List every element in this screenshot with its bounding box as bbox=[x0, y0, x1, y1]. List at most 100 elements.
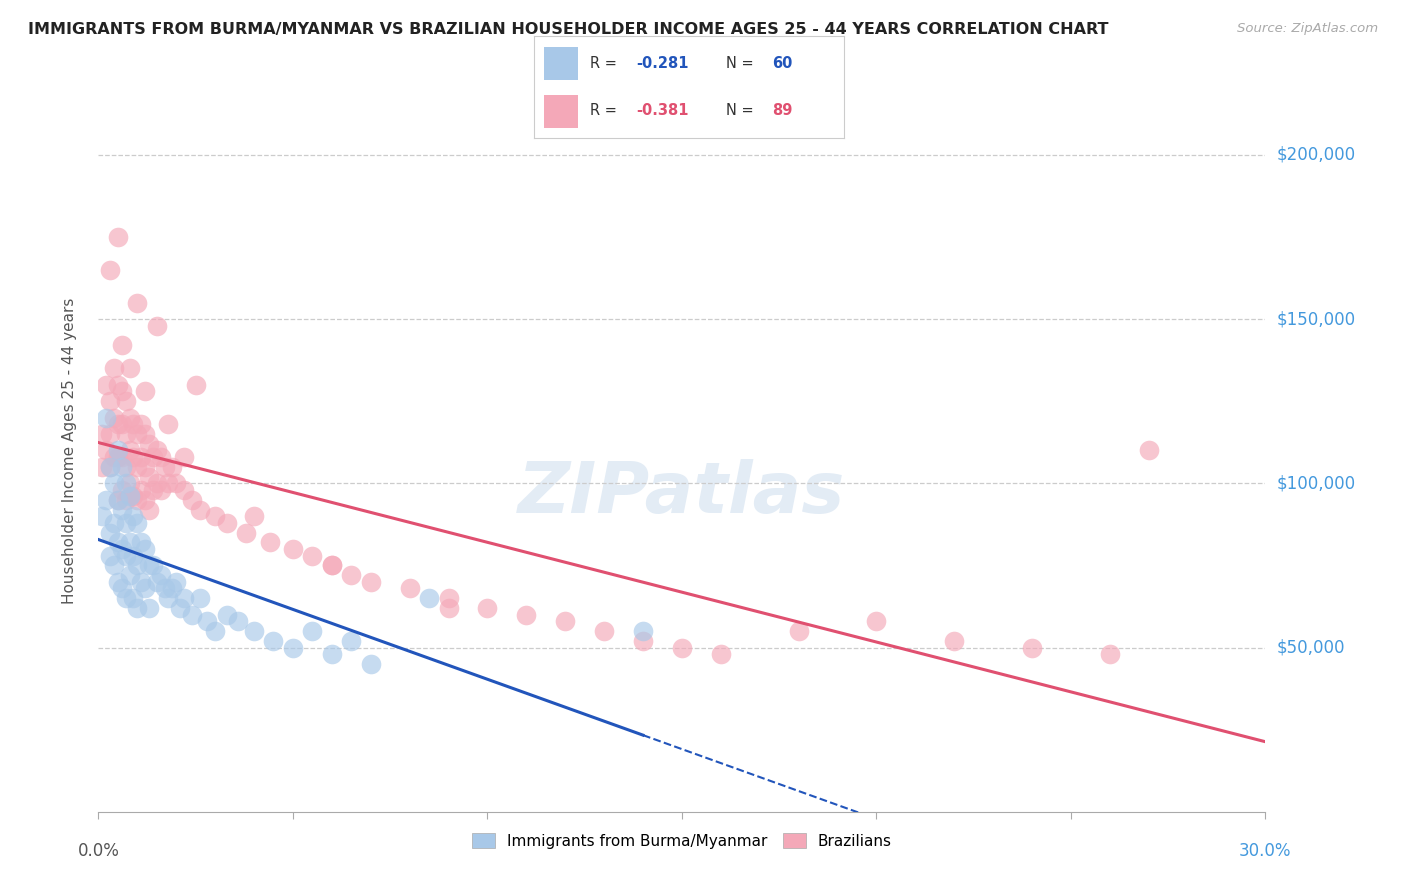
Text: -0.381: -0.381 bbox=[637, 103, 689, 118]
Point bbox=[129, 450, 152, 464]
Point bbox=[107, 492, 129, 507]
Point bbox=[138, 601, 160, 615]
Point bbox=[111, 502, 134, 516]
Point bbox=[111, 459, 134, 474]
Point bbox=[173, 483, 195, 497]
Text: -0.281: -0.281 bbox=[637, 56, 689, 70]
Point bbox=[114, 427, 136, 442]
Point bbox=[111, 417, 134, 432]
Point bbox=[122, 450, 145, 464]
Point bbox=[127, 601, 149, 615]
Point bbox=[204, 509, 226, 524]
Text: $200,000: $200,000 bbox=[1277, 146, 1355, 164]
Point bbox=[98, 427, 121, 442]
Text: $100,000: $100,000 bbox=[1277, 475, 1355, 492]
Legend: Immigrants from Burma/Myanmar, Brazilians: Immigrants from Burma/Myanmar, Brazilian… bbox=[465, 827, 898, 855]
Point bbox=[134, 427, 156, 442]
Point bbox=[157, 476, 180, 491]
Point bbox=[340, 634, 363, 648]
Point bbox=[281, 541, 304, 556]
Point bbox=[262, 634, 284, 648]
Point bbox=[631, 624, 654, 639]
Point bbox=[165, 574, 187, 589]
Point bbox=[1137, 443, 1160, 458]
Point bbox=[437, 591, 460, 606]
Point bbox=[418, 591, 440, 606]
Point bbox=[162, 582, 184, 596]
Point bbox=[111, 541, 134, 556]
Point bbox=[138, 469, 160, 483]
Point bbox=[671, 640, 693, 655]
Point bbox=[96, 410, 118, 425]
Point bbox=[134, 582, 156, 596]
Point bbox=[138, 558, 160, 573]
Point bbox=[107, 492, 129, 507]
Point bbox=[142, 558, 165, 573]
FancyBboxPatch shape bbox=[544, 47, 578, 79]
Point bbox=[554, 614, 576, 628]
Text: 0.0%: 0.0% bbox=[77, 842, 120, 860]
Point bbox=[153, 582, 176, 596]
Point bbox=[118, 490, 141, 504]
FancyBboxPatch shape bbox=[544, 95, 578, 128]
Point bbox=[96, 492, 118, 507]
Point bbox=[398, 582, 420, 596]
Point bbox=[1021, 640, 1043, 655]
Point bbox=[107, 443, 129, 458]
Point bbox=[127, 558, 149, 573]
Point bbox=[103, 361, 125, 376]
Point bbox=[215, 607, 238, 622]
Point bbox=[114, 516, 136, 530]
Point bbox=[340, 568, 363, 582]
Point bbox=[122, 591, 145, 606]
Point bbox=[98, 459, 121, 474]
Point bbox=[157, 417, 180, 432]
Point bbox=[173, 591, 195, 606]
Point bbox=[173, 450, 195, 464]
Point bbox=[631, 634, 654, 648]
Point bbox=[111, 450, 134, 464]
Point bbox=[127, 516, 149, 530]
Point bbox=[865, 614, 887, 628]
Point bbox=[134, 492, 156, 507]
Point bbox=[146, 443, 169, 458]
Point bbox=[259, 535, 281, 549]
Point bbox=[149, 568, 172, 582]
Point bbox=[114, 549, 136, 563]
Point bbox=[593, 624, 616, 639]
Point bbox=[103, 410, 125, 425]
Point bbox=[127, 295, 149, 310]
Point bbox=[787, 624, 810, 639]
Point bbox=[321, 558, 343, 573]
Point bbox=[111, 483, 134, 497]
Point bbox=[118, 535, 141, 549]
Point bbox=[107, 417, 129, 432]
Point bbox=[129, 417, 152, 432]
Point bbox=[103, 516, 125, 530]
Point bbox=[188, 502, 211, 516]
Text: $150,000: $150,000 bbox=[1277, 310, 1355, 328]
Point bbox=[157, 591, 180, 606]
Point bbox=[243, 624, 266, 639]
Point bbox=[146, 476, 169, 491]
Point bbox=[228, 614, 250, 628]
Point bbox=[301, 549, 323, 563]
Point bbox=[118, 361, 141, 376]
Text: Source: ZipAtlas.com: Source: ZipAtlas.com bbox=[1237, 22, 1378, 36]
Point bbox=[107, 535, 129, 549]
Point bbox=[146, 318, 169, 333]
Point bbox=[118, 443, 141, 458]
Point bbox=[98, 549, 121, 563]
Point bbox=[180, 607, 202, 622]
Text: N =: N = bbox=[725, 103, 758, 118]
Point bbox=[188, 591, 211, 606]
Point bbox=[204, 624, 226, 639]
Point bbox=[107, 450, 129, 464]
Point bbox=[243, 509, 266, 524]
Point bbox=[107, 230, 129, 244]
Point bbox=[118, 476, 141, 491]
Y-axis label: Householder Income Ages 25 - 44 years: Householder Income Ages 25 - 44 years bbox=[62, 297, 77, 604]
Point bbox=[122, 417, 145, 432]
Point bbox=[127, 459, 149, 474]
Point bbox=[98, 459, 121, 474]
